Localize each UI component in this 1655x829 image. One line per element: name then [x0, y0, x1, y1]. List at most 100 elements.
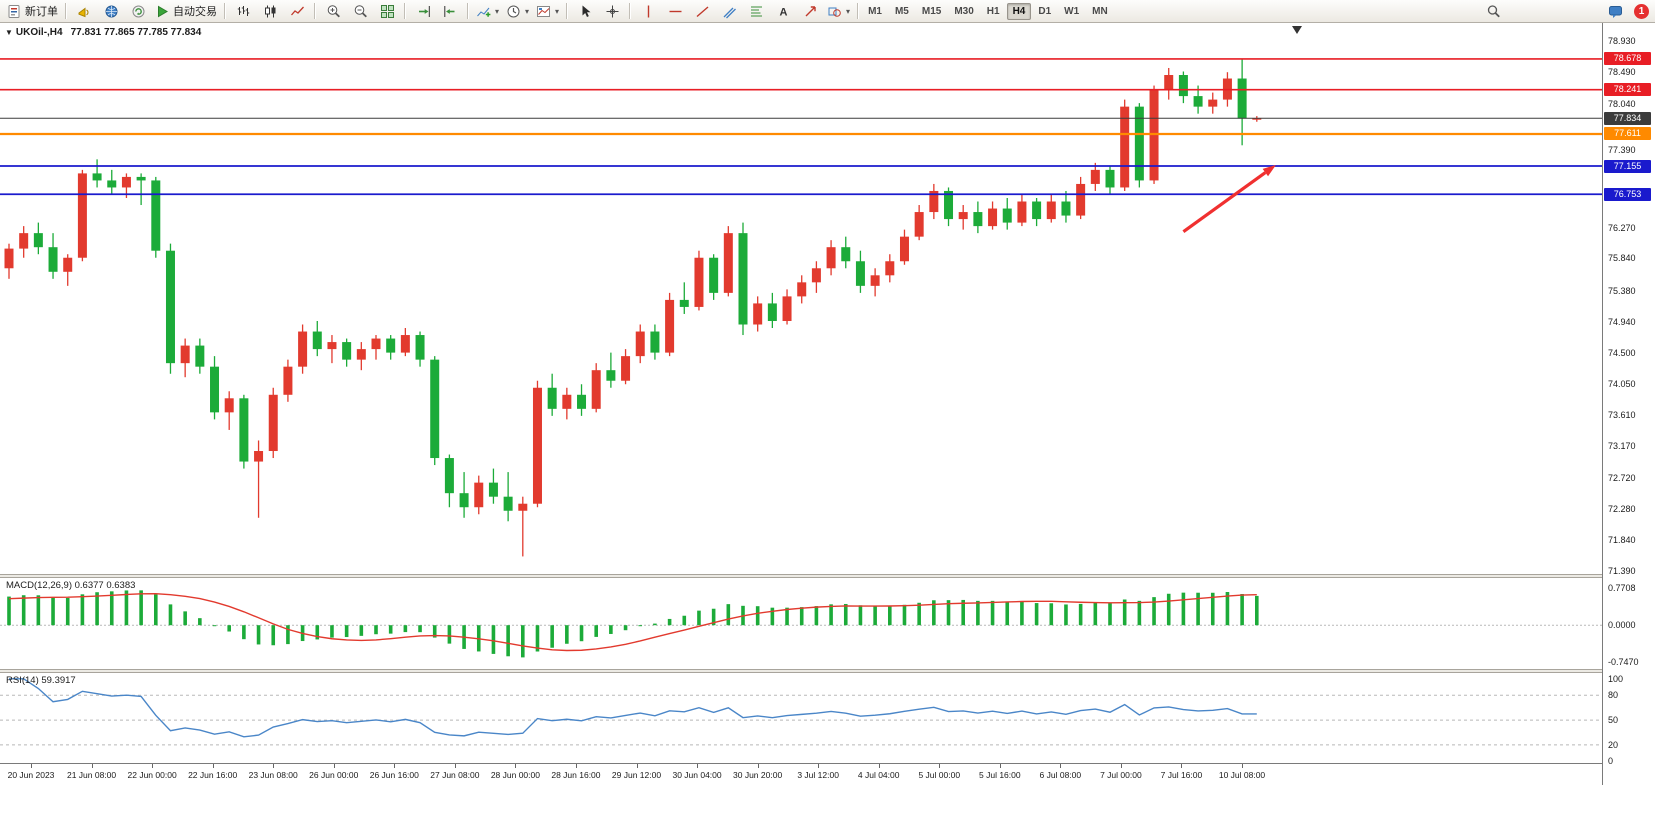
autotrading-button[interactable]: 自动交易	[152, 1, 220, 22]
timeframe-M1[interactable]: M1	[868, 5, 882, 17]
candle	[694, 250, 704, 311]
candle	[254, 440, 264, 518]
zoom-out-icon	[354, 4, 367, 17]
chevron-down-icon: ▾	[555, 6, 560, 16]
refresh-icon[interactable]	[125, 1, 151, 22]
line-chart-button[interactable]	[284, 1, 310, 22]
rsi-axis-label: 20	[1608, 739, 1619, 750]
candle	[782, 289, 792, 325]
panel-divider-rsi[interactable]	[0, 669, 1655, 673]
price-label: 74.050	[1608, 379, 1636, 390]
time-axis[interactable]: 20 Jun 2023 21 Jun 08:00 22 Jun 00:00 22 Ju…	[0, 763, 1602, 785]
candle	[577, 384, 587, 416]
time-tick	[515, 764, 517, 768]
indicators-button[interactable]: ▾	[473, 1, 502, 22]
price-axis[interactable]: 78.930 78.490 78.040 77.390 76.270 75.840 75.3…	[1602, 23, 1655, 785]
zoom-in-button[interactable]	[320, 1, 346, 22]
arrows-icon	[805, 5, 816, 16]
templates-button[interactable]: ▾	[533, 1, 562, 22]
toolbar-separator	[857, 3, 860, 19]
time-label: 21 Jun 08:00	[66, 770, 117, 780]
candle	[870, 268, 880, 297]
candle	[1061, 190, 1071, 223]
zoom-out-button[interactable]	[347, 1, 373, 22]
candle	[738, 222, 748, 336]
symbol-dropdown-icon[interactable]: ▼	[5, 28, 13, 37]
timeframe-M5[interactable]: M5	[894, 5, 909, 17]
timeframe-W1[interactable]: W1	[1064, 5, 1080, 17]
level-badge: 78.678	[1604, 52, 1651, 66]
timeframe-H4[interactable]: H4	[1006, 2, 1032, 20]
candle	[180, 338, 190, 378]
price-label: 71.840	[1608, 534, 1636, 545]
price-label: 78.930	[1608, 36, 1636, 47]
time-tick	[818, 764, 820, 768]
candlestick-chart-button[interactable]	[257, 1, 283, 22]
timeframe-M30[interactable]: M30	[954, 5, 974, 17]
time-label: 22 Jun 16:00	[188, 770, 238, 780]
new-order-button[interactable]: 新订单	[4, 1, 61, 22]
timeframe-D1[interactable]: D1	[1038, 5, 1052, 17]
panel-divider-macd[interactable]	[0, 574, 1655, 578]
chat-button[interactable]	[1602, 1, 1628, 22]
chart-header: ▼ UKOil-,H4 77.831 77.865 77.785 77.834	[5, 27, 201, 38]
candle	[621, 349, 631, 385]
timeframe-M15[interactable]: M15	[921, 5, 942, 17]
symbol-label: UKOil-,H4	[15, 27, 63, 38]
megaphone-icon[interactable]	[71, 1, 97, 22]
time-label: 5 Jul 16:00	[979, 770, 1021, 780]
candle	[1178, 71, 1188, 104]
toolbar-separator	[629, 3, 632, 19]
crosshair-button[interactable]	[599, 1, 625, 22]
rsi-line	[9, 678, 1257, 738]
bar-chart-icon	[237, 5, 249, 16]
macd-label: MACD(12,26,9) 0.6377 0.6383	[6, 580, 136, 591]
autotrading-button-label: 自动交易	[173, 6, 217, 18]
shapes-button[interactable]: ▾	[824, 1, 853, 22]
periods-button[interactable]: ▾	[503, 1, 532, 22]
horizontal-line-button[interactable]	[662, 1, 688, 22]
toolbar: 新订单 自动交易 ▾ ▾ ▾ A ▾ M1 M5 M15 M30 H1 H4 D1 W1 MN 1	[0, 0, 1655, 23]
timeframe-MN[interactable]: MN	[1092, 5, 1108, 17]
shift-marker[interactable]	[1292, 26, 1302, 34]
cursor-button[interactable]	[572, 1, 598, 22]
level-lines-layer[interactable]	[0, 58, 1602, 196]
globe-icon	[105, 5, 117, 17]
arrows-button[interactable]	[797, 1, 823, 22]
search-button[interactable]	[1480, 1, 1506, 22]
tile-windows-button[interactable]	[374, 1, 400, 22]
autotrading-icon	[158, 5, 168, 17]
toolbar-separator	[314, 3, 316, 19]
channel-button[interactable]	[716, 1, 742, 22]
candle	[1076, 176, 1086, 220]
auto-scroll-button[interactable]	[410, 1, 436, 22]
community-icon[interactable]	[98, 1, 124, 22]
vertical-line-button[interactable]	[635, 1, 661, 22]
macd-signal-line	[8, 593, 1257, 652]
candle	[1164, 67, 1174, 100]
macd-layer	[0, 590, 1602, 658]
time-tick	[697, 764, 699, 768]
candle	[518, 496, 528, 557]
chart-shift-button[interactable]	[437, 1, 463, 22]
timeframe-H1[interactable]: H1	[986, 5, 1000, 17]
candle	[1208, 92, 1218, 114]
rsi-axis-label: 0	[1608, 756, 1614, 767]
price-label: 74.500	[1608, 347, 1636, 358]
trendline-button[interactable]	[689, 1, 715, 22]
rsi-axis-label: 50	[1608, 715, 1619, 726]
time-tick	[333, 764, 335, 768]
fibonacci-button[interactable]	[743, 1, 769, 22]
time-tick	[31, 764, 32, 768]
time-label: 22 Jun 00:00	[127, 770, 177, 780]
bar-chart-button[interactable]	[230, 1, 256, 22]
trend-arrow-annotation[interactable]	[1182, 164, 1276, 234]
notification-badge[interactable]: 1	[1634, 3, 1649, 19]
hline-icon	[669, 10, 682, 12]
text-button[interactable]: A	[770, 1, 796, 22]
candle	[929, 183, 939, 220]
zoom-in-icon	[327, 4, 340, 17]
time-label: 10 Jul 08:00	[1218, 770, 1266, 780]
